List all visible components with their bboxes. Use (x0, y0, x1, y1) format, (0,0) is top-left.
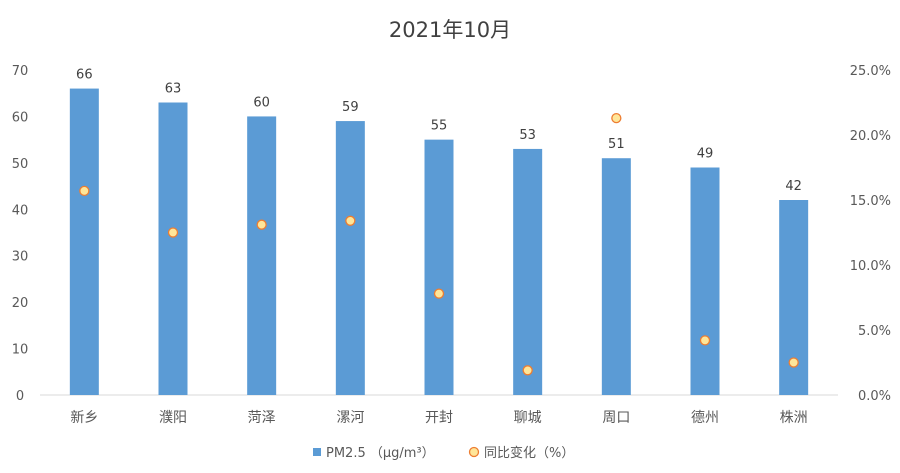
bar-data-label: 49 (697, 147, 714, 162)
scatter-point (345, 215, 356, 226)
category-label: 株洲 (780, 410, 808, 426)
bar-series (69, 88, 809, 396)
left-axis-tick-label: 30 (12, 250, 29, 265)
left-axis-tick-label: 10 (12, 343, 29, 358)
legend-label-yoy: 同比变化（%） (484, 445, 574, 461)
left-axis-tick-label: 60 (12, 110, 29, 125)
category-label: 德州 (691, 410, 719, 426)
scatter-point (699, 335, 711, 346)
bar-data-label: 63 (165, 82, 182, 97)
left-axis-tick-label: 50 (12, 157, 29, 172)
right-axis-tick-label: 0.0% (858, 389, 891, 404)
chart-title: 2021年10月 (389, 18, 511, 42)
scatter-point (433, 288, 445, 299)
scatter-point (256, 219, 267, 230)
category-labels: 新乡 濮阳 菏泽 漯河 开封 聊城 周口 德州 株洲 (70, 410, 807, 426)
bar-data-label: 66 (76, 68, 93, 83)
scatter-point (522, 365, 533, 376)
bar-data-label: 59 (342, 100, 359, 115)
legend-swatch-pm25 (313, 448, 321, 456)
legend-swatch-yoy (468, 446, 480, 458)
left-axis-tick-label: 0 (16, 389, 24, 404)
bar (158, 102, 188, 395)
category-label: 开封 (425, 410, 453, 426)
right-axis-tick-label: 15.0% (850, 194, 891, 209)
right-axis-ticks: 0.0% 5.0% 10.0% 15.0% 20.0% 25.0% (850, 64, 891, 404)
bar (247, 116, 277, 395)
bar (424, 139, 454, 395)
bar (69, 88, 99, 396)
bar-data-label: 42 (785, 179, 802, 194)
bar-data-label: 60 (253, 95, 270, 110)
left-axis-tick-label: 20 (12, 296, 29, 311)
category-label: 周口 (602, 410, 630, 426)
right-axis-tick-label: 25.0% (850, 64, 891, 79)
right-axis-tick-label: 20.0% (850, 129, 891, 144)
bar (690, 167, 720, 395)
category-label: 聊城 (514, 410, 542, 426)
scatter-point (788, 357, 799, 368)
category-label: 新乡 (70, 410, 98, 426)
legend-label-pm25: PM2.5 （μg/m³） (326, 446, 435, 461)
category-label: 菏泽 (248, 410, 276, 426)
category-label: 漯河 (336, 410, 364, 426)
left-axis-ticks: 0 10 20 30 40 50 60 70 (12, 64, 29, 404)
right-axis-tick-label: 5.0% (858, 324, 891, 339)
scatter-series (79, 112, 799, 376)
legend: PM2.5 （μg/m³） 同比变化（%） (313, 445, 574, 461)
bar-data-label: 53 (519, 128, 536, 143)
bar-data-labels: 66 63 60 59 55 53 51 49 42 (76, 68, 802, 194)
scatter-point (79, 185, 90, 197)
scatter-point (167, 227, 179, 238)
scatter-point (611, 112, 622, 124)
bar (601, 158, 631, 395)
left-axis-tick-label: 70 (12, 64, 29, 79)
bar-data-label: 51 (608, 137, 625, 152)
right-axis-tick-label: 10.0% (850, 259, 891, 274)
category-label: 濮阳 (159, 410, 187, 426)
bar (335, 121, 365, 396)
left-axis-tick-label: 40 (12, 203, 29, 218)
bar-data-label: 55 (431, 119, 448, 134)
bar (513, 148, 543, 395)
